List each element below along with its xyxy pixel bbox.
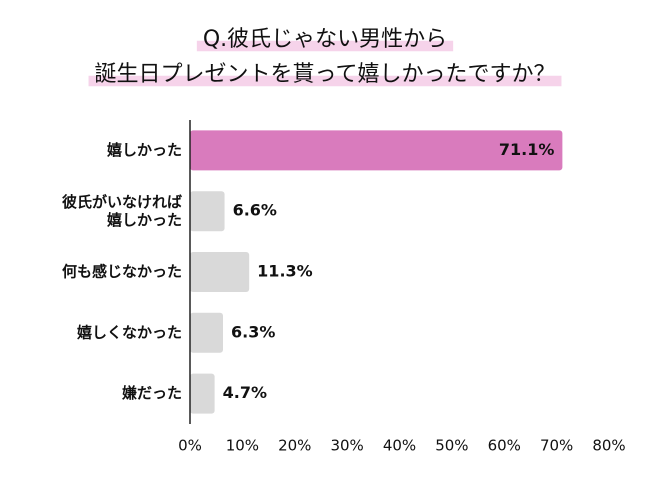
title-highlights: [88, 40, 562, 87]
title-highlight: [88, 75, 562, 87]
y-tick-label: 彼氏がいなければ嬉しかった: [62, 193, 182, 229]
bar: [190, 312, 223, 353]
bar: [190, 373, 215, 414]
x-tick-label: 20%: [278, 437, 311, 455]
x-tick-label: 50%: [435, 437, 468, 455]
y-tick-label: 嬉しくなかった: [76, 323, 182, 341]
value-label: 6.3%: [231, 322, 275, 341]
x-tick-label: 40%: [383, 437, 416, 455]
value-label: 11.3%: [257, 262, 313, 281]
x-tick-label: 10%: [226, 437, 259, 455]
chart-title: Q.彼氏じゃない男性から: [203, 27, 447, 52]
x-tick-label: 30%: [330, 437, 363, 455]
value-label: 6.6%: [233, 201, 277, 220]
y-tick-label: 嬉しかった: [106, 141, 182, 159]
x-tick-label: 0%: [178, 437, 202, 455]
value-label: 4.7%: [223, 383, 267, 402]
x-tick-label: 70%: [540, 437, 573, 455]
bar: [190, 252, 250, 292]
value-label: 71.1%: [499, 140, 555, 159]
y-tick-label: 嫌だった: [121, 384, 182, 402]
chart-title: 誕生日プレゼントを貰って嬉しかったですか？: [95, 62, 556, 87]
x-tick-label: 80%: [592, 437, 625, 455]
bar: [190, 191, 225, 232]
title-highlight: [196, 40, 454, 52]
y-tick-label: 何も感じなかった: [62, 263, 182, 281]
x-tick-label: 60%: [488, 437, 521, 455]
bar: [190, 130, 563, 171]
